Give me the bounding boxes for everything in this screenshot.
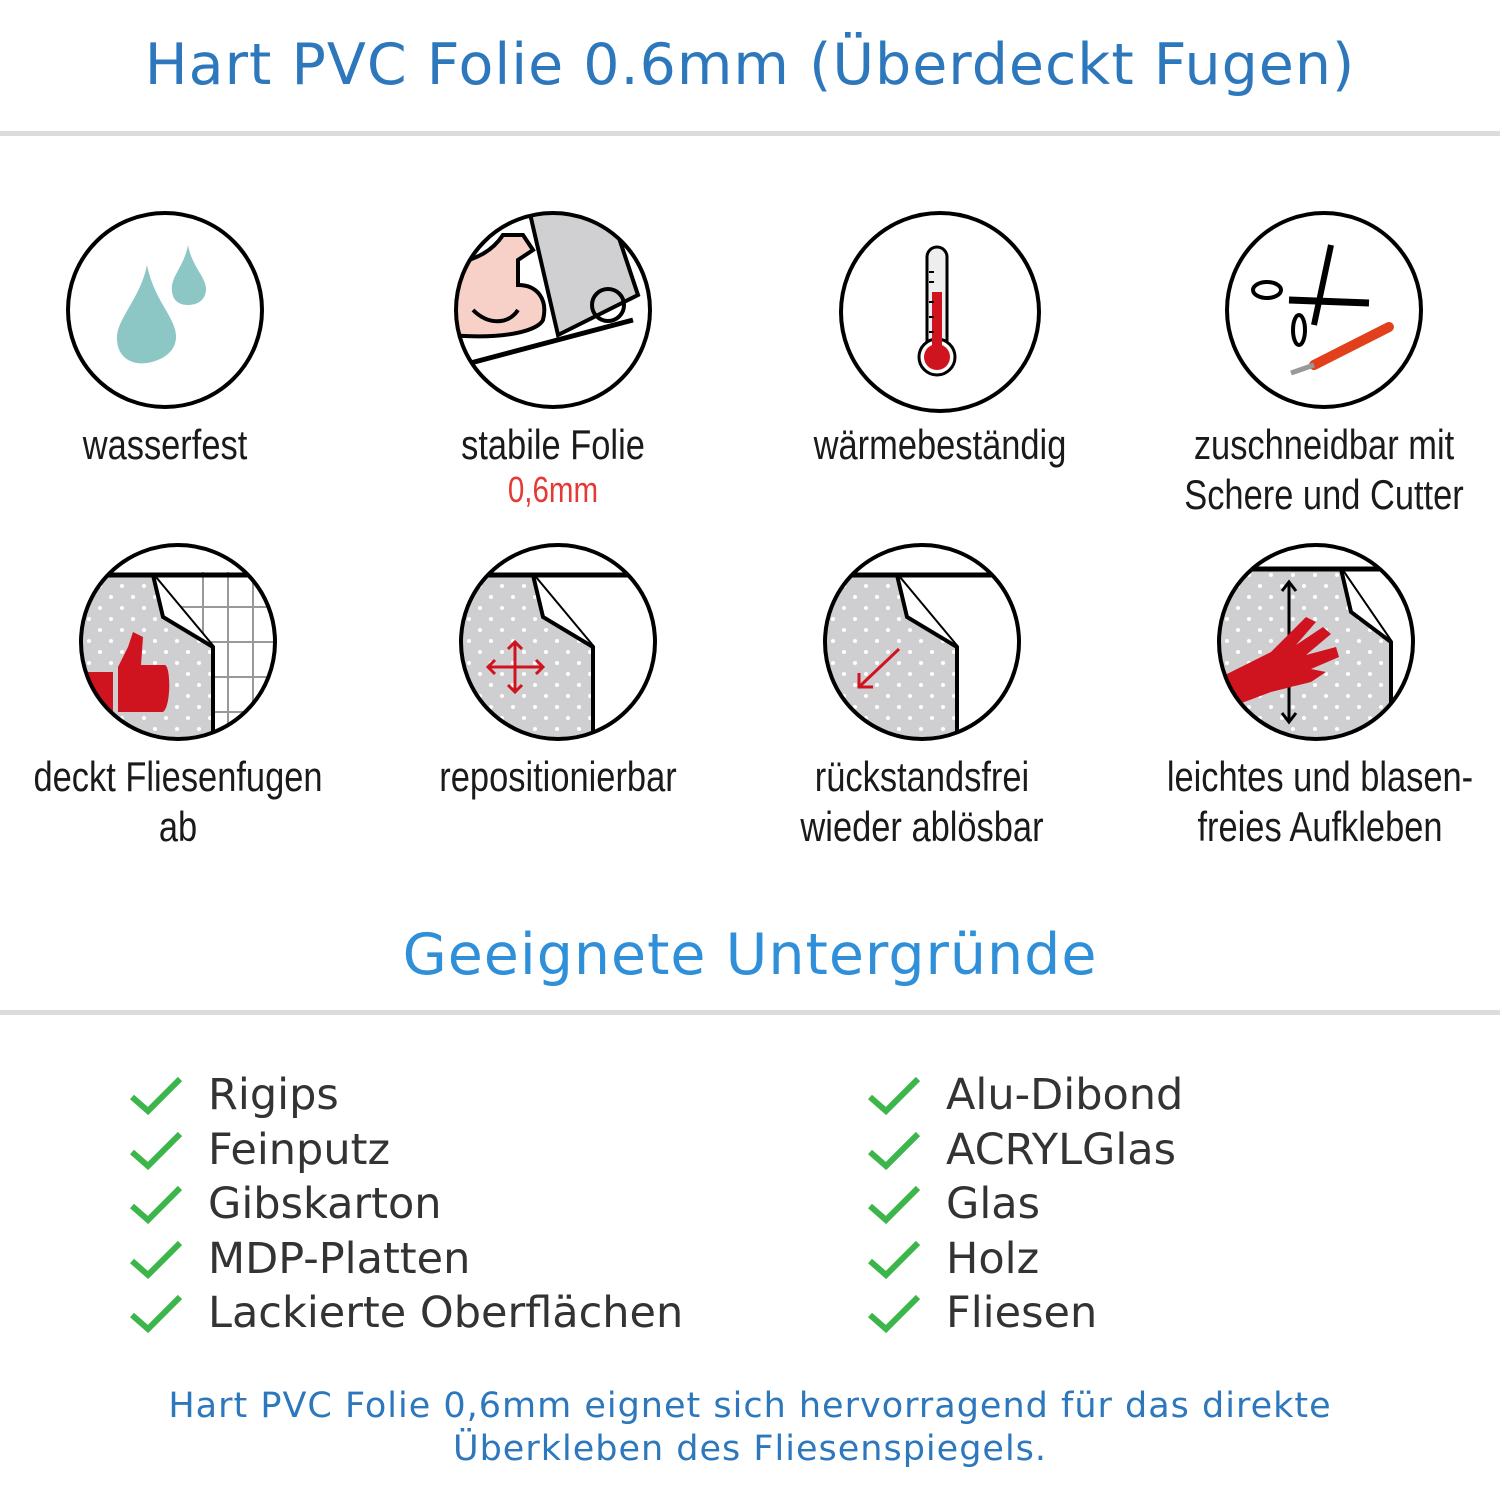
- surface-label: Fliesen: [946, 1288, 1098, 1338]
- check-icon: [130, 1240, 182, 1279]
- surface-item: Holz: [868, 1232, 1039, 1286]
- surface-item: Glas: [868, 1177, 1040, 1231]
- move-arrows-icon: [459, 543, 657, 741]
- surface-item: Feinputz: [130, 1123, 390, 1177]
- surfaces-heading: Geeignete Untergründe: [402, 922, 1098, 988]
- check-icon: [868, 1131, 920, 1170]
- check-icon: [868, 1185, 920, 1224]
- footer-line-2: Überkleben des Fliesenspiegels.: [452, 1429, 1048, 1469]
- feature-label-zuschneidbar: zuschneidbar mit Schere und Cutter: [1184, 421, 1464, 518]
- surface-item: MDP-Platten: [130, 1232, 470, 1286]
- surface-label: Rigips: [208, 1070, 339, 1120]
- surface-item: Fliesen: [868, 1286, 1097, 1340]
- divider: [0, 1010, 1500, 1015]
- surface-item: Alu-Dibond: [868, 1068, 1183, 1122]
- surface-label: Alu-Dibond: [946, 1070, 1184, 1120]
- surface-label: Gibskarton: [208, 1179, 442, 1229]
- check-icon: [130, 1185, 182, 1224]
- footer-line-1: Hart PVC Folie 0,6mm eignet sich hervorr…: [168, 1386, 1332, 1426]
- surface-label: Holz: [946, 1233, 1040, 1284]
- check-icon: [130, 1294, 182, 1333]
- scissors-cutter-icon: [1225, 211, 1423, 409]
- feature-label-stabile-folie: stabile Folie 0,6mm: [461, 421, 645, 510]
- surface-label: MDP-Platten: [208, 1233, 471, 1284]
- check-icon: [868, 1076, 920, 1115]
- water-drops-icon: [66, 211, 264, 409]
- check-icon: [130, 1131, 182, 1170]
- check-icon: [868, 1240, 920, 1279]
- feature-label-aufkleben: leichtes und blasen-freies Aufkleben: [1166, 753, 1474, 850]
- strong-arm-foil-roll-icon: [454, 211, 652, 409]
- surface-item: Gibskarton: [130, 1177, 442, 1231]
- surface-item: ACRYLGlas: [868, 1123, 1176, 1177]
- feature-label-fliesenfugen: deckt Fliesenfugen ab: [33, 753, 323, 850]
- surface-item: Rigips: [130, 1068, 339, 1122]
- surface-label: Glas: [946, 1179, 1041, 1229]
- divider: [0, 131, 1500, 136]
- surface-label: Feinputz: [208, 1124, 391, 1175]
- thermometer-icon: [839, 211, 1041, 413]
- feature-label-repositionierbar: repositionierbar: [439, 753, 677, 800]
- surface-item: Lackierte Oberflächen: [130, 1286, 683, 1340]
- surface-label: ACRYLGlas: [946, 1124, 1177, 1175]
- check-icon: [868, 1294, 920, 1333]
- hand-smooth-icon: [1217, 543, 1415, 741]
- feature-label-waermebestaendig: wärmebeständig: [813, 421, 1067, 468]
- thumbs-up-tiles-icon: [79, 543, 277, 741]
- page-title: Hart PVC Folie 0.6mm (Überdeckt Fugen): [144, 32, 1356, 98]
- feature-label-rueckstandsfrei: rückstandsfrei wieder ablösbar: [800, 753, 1044, 850]
- surface-label: Lackierte Oberflächen: [208, 1288, 684, 1338]
- check-icon: [130, 1076, 182, 1115]
- feature-label-wasserfest: wasserfest: [82, 421, 248, 468]
- peel-arrow-icon: [823, 543, 1021, 741]
- footer-text: Hart PVC Folie 0,6mm eignet sich hervorr…: [0, 1385, 1500, 1471]
